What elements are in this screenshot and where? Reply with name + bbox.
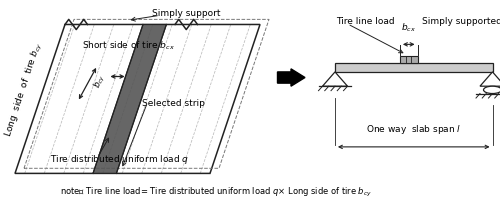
Text: Tire line load: Tire line load xyxy=(336,17,394,26)
Circle shape xyxy=(484,86,500,93)
Polygon shape xyxy=(322,72,347,86)
Text: $b_{cx}$: $b_{cx}$ xyxy=(401,22,416,34)
Text: $b_{cy}$: $b_{cy}$ xyxy=(92,73,108,90)
Polygon shape xyxy=(480,72,500,86)
Text: One way  slab span $l$: One way slab span $l$ xyxy=(366,123,462,136)
Text: Tire distributed uniform load $q$: Tire distributed uniform load $q$ xyxy=(50,153,189,166)
Text: Short side of tire $b_{cx}$: Short side of tire $b_{cx}$ xyxy=(82,40,176,52)
Text: Selected strip: Selected strip xyxy=(142,99,206,108)
Polygon shape xyxy=(93,24,166,173)
Bar xyxy=(335,63,492,72)
Bar xyxy=(400,55,417,63)
Text: Long  side  of  tire $b_{cy}$: Long side of tire $b_{cy}$ xyxy=(2,40,46,139)
Text: note： Tire line load= Tire distributed uniform load $q$× Long side of tire $b_{c: note： Tire line load= Tire distributed u… xyxy=(60,186,372,199)
Text: Simply support: Simply support xyxy=(152,9,221,18)
Text: Simply supported beam: Simply supported beam xyxy=(422,17,500,26)
FancyArrow shape xyxy=(278,69,305,86)
